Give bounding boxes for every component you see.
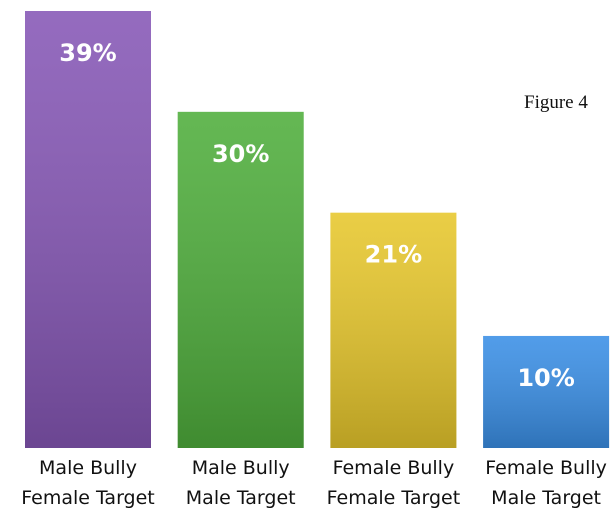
- x-tick-label: Female Target: [327, 487, 461, 509]
- annotation: Figure 4: [524, 92, 588, 113]
- bar-shade: [483, 335, 610, 448]
- x-tick-label: Male Target: [491, 487, 601, 509]
- value-label: 39%: [59, 39, 116, 67]
- x-tick-label: Female Bully: [485, 457, 607, 479]
- value-label: 21%: [365, 241, 422, 269]
- value-label: 10%: [517, 364, 574, 392]
- bar-shade: [330, 212, 457, 448]
- bar-shade: [177, 111, 304, 448]
- x-tick-label: Male Bully: [39, 457, 137, 479]
- x-tick-label: Male Target: [186, 487, 296, 509]
- value-label: 30%: [212, 140, 269, 168]
- x-tick-label: Female Target: [21, 487, 155, 509]
- x-tick-label: Female Bully: [333, 457, 455, 479]
- bar-shade: [25, 11, 151, 448]
- x-tick-label: Male Bully: [192, 457, 290, 479]
